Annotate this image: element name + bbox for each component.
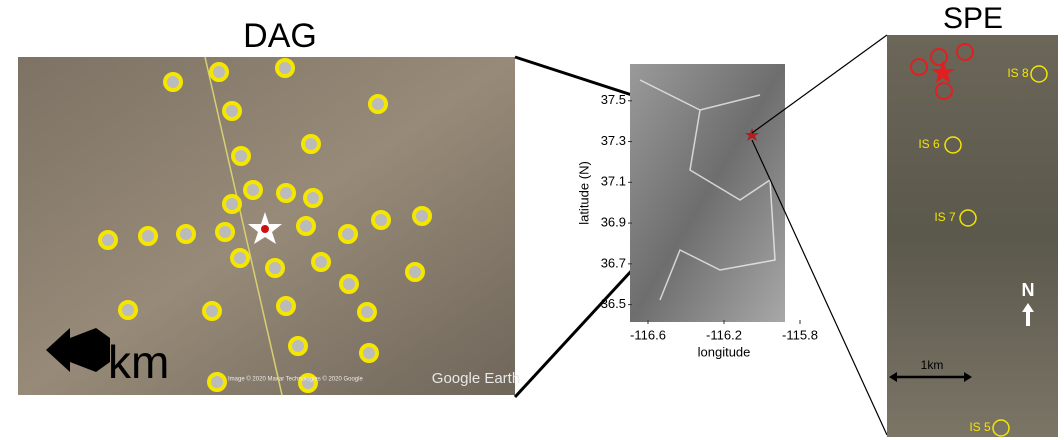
station-marker (313, 254, 329, 270)
spe-scale-label: 1km (921, 358, 944, 372)
station-label: IS 6 (918, 137, 940, 151)
station-marker (370, 96, 386, 112)
x-tick-label: -116.2 (706, 327, 742, 342)
station-marker (232, 250, 248, 266)
watermark: Google Earth (432, 370, 520, 387)
dag-star-center (261, 225, 269, 233)
station-marker (278, 185, 294, 201)
y-tick-label: 37.1 (601, 174, 626, 189)
station-marker (340, 226, 356, 242)
station-marker (224, 196, 240, 212)
station-marker (224, 103, 240, 119)
figure: DAG km Google Earth Image © 2020 Maxar T… (0, 0, 1064, 440)
y-tick-label: 36.5 (601, 296, 626, 311)
y-tick-label: 36.7 (601, 255, 626, 270)
station-marker (277, 60, 293, 76)
y-tick-label: 37.3 (601, 133, 626, 148)
dag-scale-label: km (108, 336, 169, 388)
relief-map (630, 64, 785, 322)
station-marker (267, 260, 283, 276)
y-tick-label: 36.9 (601, 215, 626, 230)
station-marker (178, 226, 194, 242)
station-marker (341, 276, 357, 292)
station-marker (407, 264, 423, 280)
station-label: IS 7 (934, 210, 956, 224)
station-marker (298, 218, 314, 234)
station-marker (209, 374, 225, 390)
station-marker (211, 64, 227, 80)
dag-title: DAG (243, 17, 317, 55)
station-marker (373, 212, 389, 228)
station-marker (414, 208, 430, 224)
spe-title: SPE (943, 2, 1003, 35)
station-marker (120, 302, 136, 318)
station-marker (165, 74, 181, 90)
y-tick-label: 37.5 (601, 92, 626, 107)
y-axis-label: latitude (N) (576, 161, 591, 225)
station-marker (233, 148, 249, 164)
north-label: N (1022, 280, 1035, 300)
station-marker (278, 298, 294, 314)
station-marker (100, 232, 116, 248)
station-label: IS 8 (1007, 66, 1029, 80)
x-tick-label: -115.8 (782, 327, 818, 342)
station-marker (305, 190, 321, 206)
station-marker (204, 303, 220, 319)
station-marker (359, 304, 375, 320)
attribution: Image © 2020 Maxar Technologies © 2020 G… (228, 376, 363, 383)
station-marker (303, 136, 319, 152)
station-marker (217, 224, 233, 240)
station-marker (290, 338, 306, 354)
station-marker (361, 345, 377, 361)
x-tick-label: -116.6 (630, 327, 666, 342)
x-axis-label: longitude (698, 344, 751, 359)
station-marker (245, 182, 261, 198)
station-label: IS 5 (969, 420, 991, 434)
station-marker (140, 228, 156, 244)
